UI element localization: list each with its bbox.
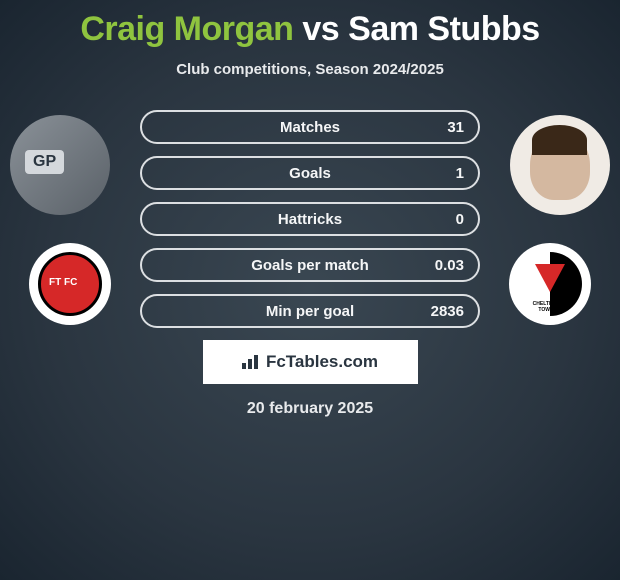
stat-value-p2: 31 <box>447 119 464 136</box>
stat-label: Matches <box>280 119 340 136</box>
stat-row-gpm: Goals per match 0.03 <box>140 248 480 282</box>
stat-row-matches: Matches 31 <box>140 110 480 144</box>
player2-club-badge: CHELTENHAMTOWN FC <box>509 243 591 325</box>
comparison-title: Craig Morgan vs Sam Stubbs <box>0 0 620 49</box>
bar-chart-icon <box>242 355 260 369</box>
player1-avatar <box>10 115 110 215</box>
branding-text: FcTables.com <box>266 352 378 372</box>
player2-avatar <box>510 115 610 215</box>
stats-table: Matches 31 Goals 1 Hattricks 0 Goals per… <box>140 110 480 328</box>
content-area: CHELTENHAMTOWN FC Matches 31 Goals 1 Hat… <box>0 110 620 418</box>
stat-label: Goals per match <box>251 257 369 274</box>
vs-text: vs <box>293 10 348 48</box>
player2-name: Sam Stubbs <box>348 10 539 48</box>
subtitle: Club competitions, Season 2024/2025 <box>0 61 620 78</box>
player1-name: Craig Morgan <box>80 10 293 48</box>
stat-value-p2: 1 <box>456 165 464 182</box>
branding-box: FcTables.com <box>203 340 418 384</box>
stat-label: Goals <box>289 165 331 182</box>
stat-label: Hattricks <box>278 211 342 228</box>
cheltenham-badge-icon: CHELTENHAMTOWN FC <box>518 252 582 316</box>
cheltenham-text: CHELTENHAMTOWN FC <box>518 301 582 313</box>
stat-value-p2: 0 <box>456 211 464 228</box>
stat-label: Min per goal <box>266 303 354 320</box>
stat-value-p2: 2836 <box>431 303 464 320</box>
fleetwood-badge-icon <box>38 252 102 316</box>
stat-row-goals: Goals 1 <box>140 156 480 190</box>
stat-row-hattricks: Hattricks 0 <box>140 202 480 236</box>
date-text: 20 february 2025 <box>0 400 620 418</box>
player1-club-badge <box>29 243 111 325</box>
stat-value-p2: 0.03 <box>435 257 464 274</box>
stat-row-mpg: Min per goal 2836 <box>140 294 480 328</box>
